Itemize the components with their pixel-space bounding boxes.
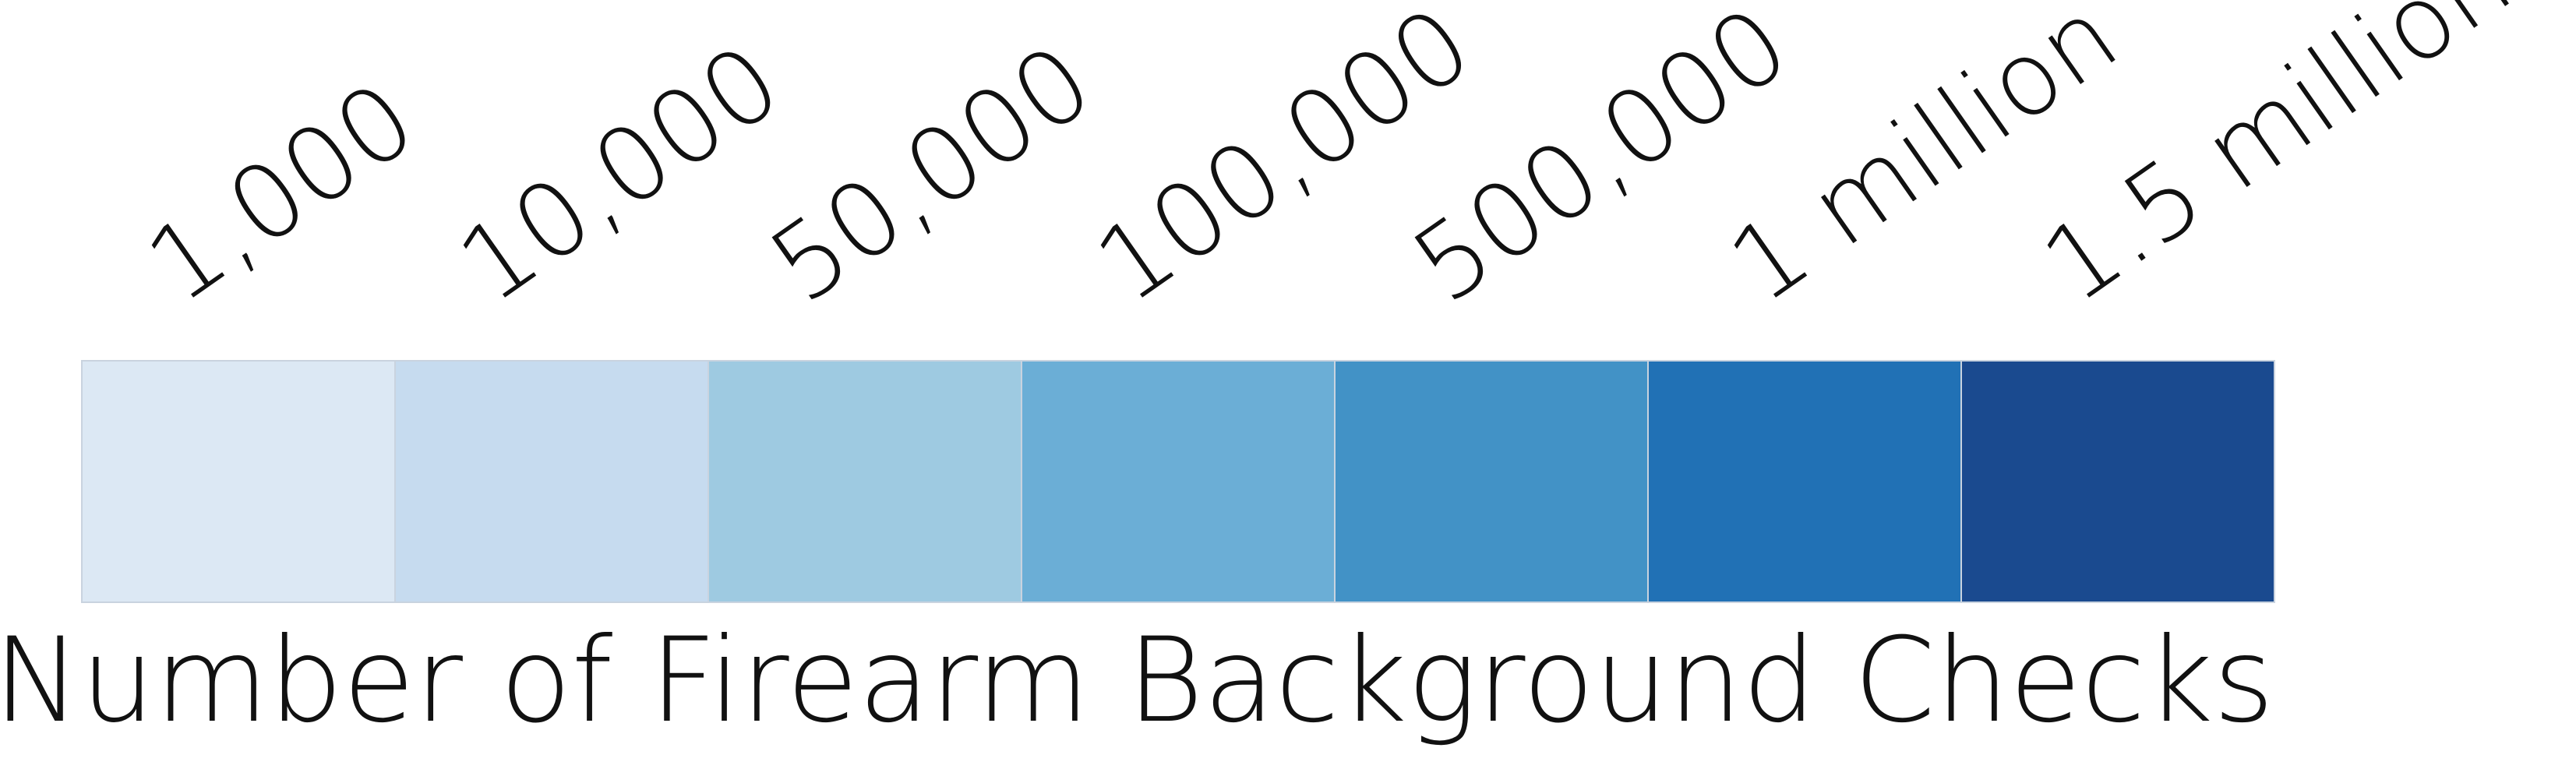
legend-swatch-7	[1960, 360, 2275, 603]
legend-swatch-5	[1334, 360, 1649, 603]
legend-swatch-4	[1021, 360, 1336, 603]
legend-swatch-2	[394, 360, 709, 603]
legend-tick-label-3: 50,000	[750, 22, 1113, 326]
legend-swatch-3	[708, 360, 1022, 603]
legend-tick-label-1: 1,000	[126, 59, 436, 326]
legend-swatch-1	[81, 360, 396, 603]
legend-tick-label-2: 10,000	[438, 22, 802, 326]
legend-title: Number of Firearm Background Checks	[0, 613, 2274, 749]
legend-swatch-6	[1647, 360, 1962, 603]
legend-swatches	[81, 360, 2275, 603]
